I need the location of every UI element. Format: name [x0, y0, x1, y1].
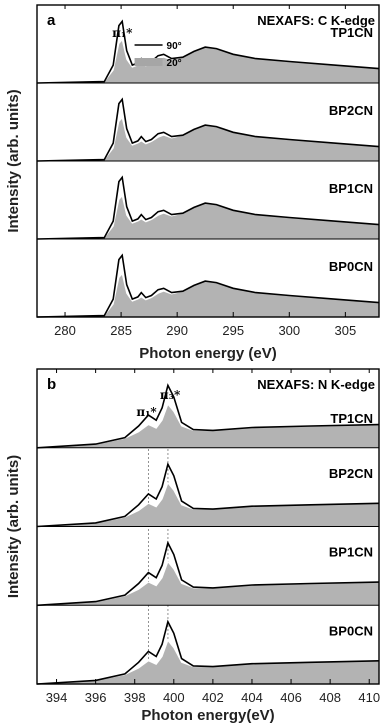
legend-label: 90°	[167, 41, 182, 52]
peak-label: π₃*	[160, 388, 181, 402]
legend-swatch-20	[134, 58, 163, 66]
series-90deg-line	[36, 97, 380, 162]
x-tick-label: 396	[85, 690, 107, 705]
chart-title: NEXAFS: N K-edge	[257, 377, 375, 392]
series-90deg-line	[36, 461, 380, 528]
sample-label: BP2CN	[329, 466, 373, 481]
panel-b: TP1CN BP2CN BP1CN BP0CN 394 396 398 400 402 404 40…	[5, 368, 380, 724]
peak-label: π₁*	[136, 405, 157, 419]
x-tick-label: 394	[46, 690, 68, 705]
series-20deg-area	[37, 483, 379, 527]
panel-a: TP1CN BP2CN BP1CN BP0CN 280 285 290 295 300 305 Ph…	[5, 4, 380, 362]
sample-label: BP1CN	[329, 545, 373, 560]
x-tick-label: 400	[163, 690, 185, 705]
series-90deg-line	[36, 383, 380, 449]
x-axis-label: Photon energy (eV)	[139, 345, 277, 362]
series-90deg-line	[36, 540, 380, 607]
plot-frame	[36, 4, 380, 318]
y-axis-label: Intensity (arb. units)	[5, 455, 22, 598]
series-20deg-area	[37, 273, 379, 317]
series-20deg-area	[37, 117, 379, 161]
x-tick-label: 398	[124, 690, 146, 705]
x-axis-label: Photon energy(eV)	[141, 707, 274, 724]
x-tick-label: 285	[110, 323, 132, 338]
x-tick-label: 305	[335, 323, 357, 338]
sample-label: TP1CN	[330, 25, 373, 40]
series-20deg-area	[37, 39, 379, 83]
peak-label: π₁*	[112, 26, 133, 40]
series-90deg-line	[36, 175, 380, 240]
series-20deg-area	[37, 404, 379, 448]
x-tick-label: 408	[319, 690, 341, 705]
x-tick-label: 402	[202, 690, 224, 705]
sample-label: BP1CN	[329, 181, 373, 196]
x-tick-label: 290	[166, 323, 188, 338]
sample-label: BP0CN	[329, 623, 373, 638]
panel-letter: b	[47, 376, 56, 393]
x-tick-label: 410	[358, 690, 380, 705]
series-20deg-area	[37, 640, 379, 684]
x-tick-label: 295	[222, 323, 244, 338]
x-tick-label: 404	[241, 690, 263, 705]
sample-label: BP0CN	[329, 259, 373, 274]
x-tick-label: 406	[280, 690, 302, 705]
panel-letter: a	[47, 12, 56, 29]
series-90deg-line	[36, 619, 380, 685]
series-90deg-line	[36, 19, 380, 84]
plot-frame	[36, 368, 380, 685]
series-20deg-area	[37, 195, 379, 239]
series-20deg-area	[37, 561, 379, 606]
legend-label: 20°	[167, 58, 182, 69]
x-tick-label: 300	[278, 323, 300, 338]
y-axis-label: Intensity (arb. units)	[5, 89, 22, 232]
x-tick-label: 280	[54, 323, 76, 338]
sample-label: BP2CN	[329, 103, 373, 118]
series-90deg-line	[36, 253, 380, 318]
chart-title: NEXAFS: C K-edge	[257, 13, 375, 28]
sample-label: TP1CN	[330, 411, 373, 426]
